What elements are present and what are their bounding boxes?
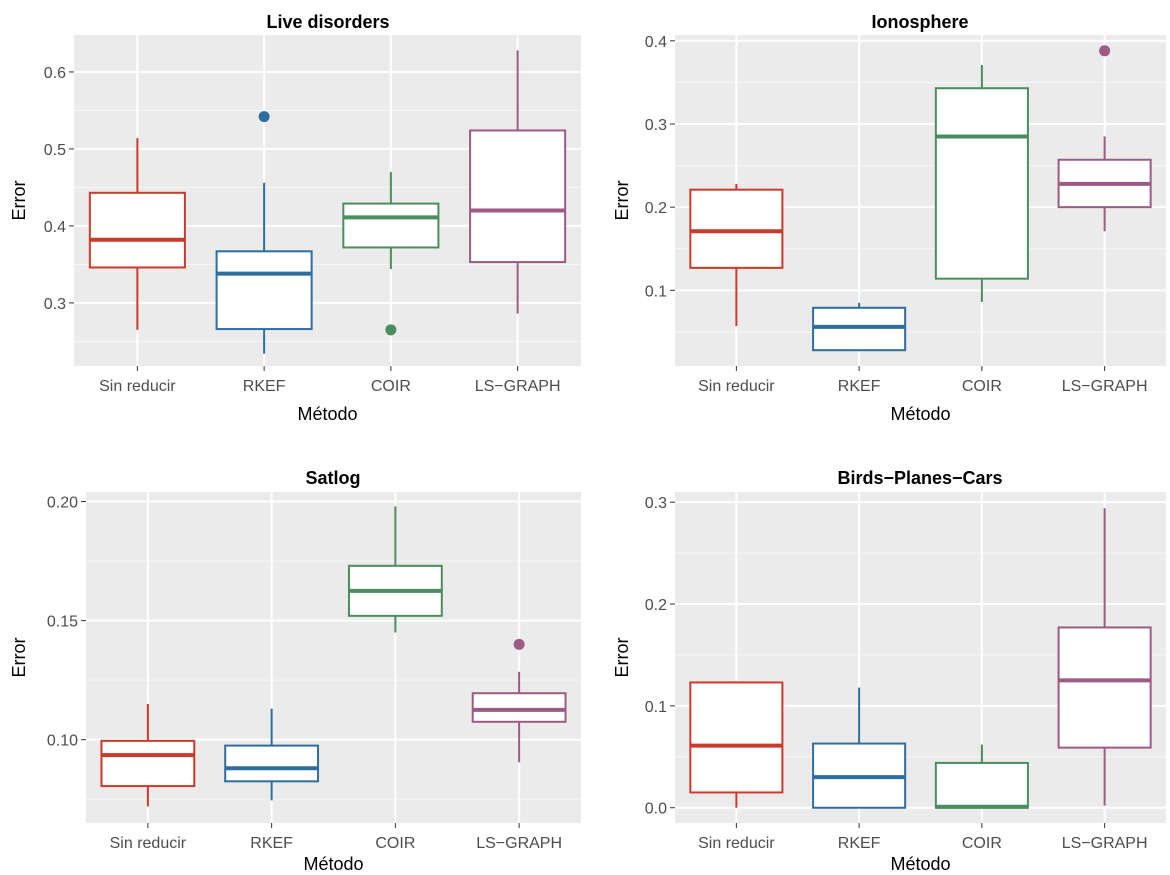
- box-2: [347, 506, 443, 633]
- box-iqr: [689, 188, 784, 269]
- x-axis-label: Método: [297, 404, 357, 424]
- box-1: [224, 708, 320, 801]
- x-tick-label: LS−GRAPH: [1062, 378, 1148, 395]
- panel-1: 0.1 0.2 0.3 0.4 Sin reducir RKEF COIR LS−GRAPH I…: [612, 12, 1166, 424]
- x-tick-label: RKEF: [838, 835, 881, 852]
- y-axis-label: Error: [612, 180, 632, 220]
- box-3: [471, 638, 567, 763]
- box-2: [342, 172, 440, 336]
- box-0: [689, 681, 784, 808]
- chart-title: Satlog: [305, 468, 360, 488]
- box-iqr: [469, 129, 567, 264]
- y-tick-label: 0.15: [47, 614, 78, 631]
- box-0: [689, 183, 784, 327]
- x-tick-label: RKEF: [250, 835, 293, 852]
- y-axis-label: Error: [9, 180, 29, 220]
- box-1: [812, 687, 907, 809]
- box-0: [100, 703, 196, 807]
- box-iqr: [88, 191, 186, 269]
- y-tick-label: 0.20: [47, 495, 78, 512]
- x-tick-label: COIR: [375, 835, 415, 852]
- box-iqr: [934, 87, 1029, 280]
- x-tick-label: Sin reducir: [99, 378, 176, 395]
- x-tick-label: LS−GRAPH: [476, 835, 562, 852]
- x-tick-label: Sin reducir: [698, 378, 775, 395]
- y-tick-label: 0.5: [44, 142, 66, 159]
- x-tick-label: COIR: [962, 378, 1002, 395]
- box-iqr: [342, 202, 440, 249]
- outlier-point: [1099, 45, 1111, 57]
- y-tick-label: 0.2: [645, 597, 667, 614]
- x-tick-label: LS−GRAPH: [1062, 835, 1148, 852]
- box-0: [88, 138, 186, 330]
- y-tick-label: 0.10: [47, 733, 78, 750]
- y-tick-label: 0.1: [645, 699, 667, 716]
- y-tick-label: 0.4: [645, 34, 667, 51]
- x-tick-label: RKEF: [243, 378, 286, 395]
- panel-3: 0.0 0.1 0.2 0.3 Sin reducir RKEF COIR LS−GRAPH B…: [612, 468, 1166, 874]
- chart-title: Ionosphere: [871, 12, 968, 32]
- box-iqr: [934, 761, 1029, 809]
- box-iqr: [1057, 626, 1152, 749]
- y-axis-label: Error: [9, 637, 29, 677]
- y-tick-label: 0.3: [645, 495, 667, 512]
- box-iqr: [215, 250, 313, 331]
- y-tick-label: 0.2: [645, 200, 667, 217]
- box-2: [934, 64, 1029, 302]
- x-axis-label: Método: [890, 854, 950, 874]
- y-axis-label: Error: [612, 637, 632, 677]
- x-tick-label: COIR: [371, 378, 411, 395]
- y-tick-label: 0.4: [44, 219, 66, 236]
- y-tick-label: 0.0: [645, 801, 667, 818]
- x-tick-label: LS−GRAPH: [475, 378, 561, 395]
- box-3: [469, 50, 567, 314]
- outlier-point: [258, 111, 270, 123]
- x-tick-label: Sin reducir: [698, 835, 775, 852]
- x-tick-label: COIR: [962, 835, 1002, 852]
- box-1: [812, 302, 907, 352]
- chart-title: Birds−Planes−Cars: [837, 468, 1002, 488]
- box-3: [1057, 508, 1152, 806]
- box-1: [215, 111, 313, 354]
- outlier-point: [513, 638, 525, 650]
- x-tick-label: RKEF: [838, 378, 881, 395]
- y-tick-label: 0.3: [44, 296, 66, 313]
- box-2: [934, 744, 1029, 809]
- chart-title: Live disorders: [266, 12, 389, 32]
- y-tick-label: 0.6: [44, 65, 66, 82]
- box-iqr: [100, 739, 196, 788]
- box-iqr: [224, 744, 320, 783]
- outlier-point: [385, 324, 397, 336]
- panel-2: 0.10 0.15 0.20 Sin reducir RKEF COIR LS−GRAPH S…: [9, 468, 581, 874]
- box-iqr: [689, 681, 784, 794]
- box-iqr: [812, 306, 907, 352]
- x-axis-label: Método: [890, 404, 950, 424]
- x-tick-label: Sin reducir: [110, 835, 187, 852]
- box-iqr: [471, 692, 567, 723]
- box-3: [1057, 45, 1152, 232]
- x-axis-label: Método: [303, 854, 363, 874]
- y-tick-label: 0.3: [645, 117, 667, 134]
- panel-0: 0.3 0.4 0.5 0.6 Sin reducir RKEF COIR LS−GRAPH L…: [9, 12, 581, 424]
- y-tick-label: 0.1: [645, 283, 667, 300]
